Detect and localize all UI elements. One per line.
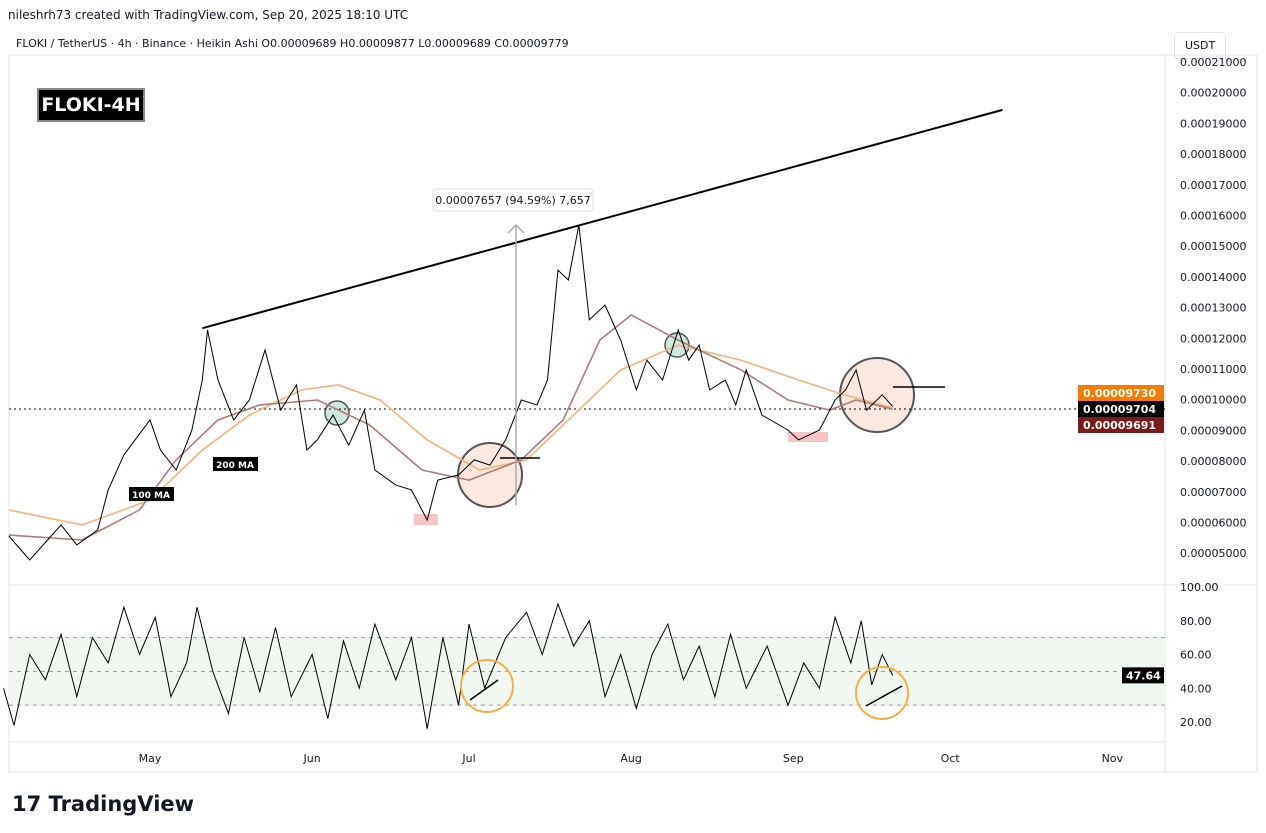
time-tick: Nov [1102, 752, 1124, 765]
rsi-line [3, 602, 894, 729]
price-tick: 0.00013000 [1180, 302, 1246, 315]
price-tick: 0.00011000 [1180, 363, 1246, 376]
price-tick: 0.00006000 [1180, 517, 1246, 530]
price-tick: 0.00016000 [1180, 210, 1246, 223]
price-tick: 0.00009000 [1180, 424, 1246, 437]
ma200-label: 200 MA [216, 461, 254, 471]
currency-button[interactable]: USDT [1174, 32, 1227, 59]
ma100-line [8, 314, 893, 541]
rsi-last-bg [1122, 667, 1164, 684]
rsi-tick: 60.00 [1180, 649, 1212, 662]
price-tick: 0.00019000 [1180, 117, 1246, 130]
price-tick: 0.00012000 [1180, 332, 1246, 345]
ma100-tag [129, 487, 174, 501]
last-price-label-bg [1078, 401, 1164, 417]
measure-arrowhead-icon [507, 223, 525, 234]
rsi-tick: 40.00 [1180, 682, 1212, 695]
rsi-highlight-circle [460, 659, 514, 713]
ma200-tag [213, 457, 258, 471]
logo-icon: 𝟭𝟳 [12, 792, 49, 816]
symbol-legend[interactable]: FLOKI / TetherUS · 4h · Binance · Heikin… [16, 37, 569, 50]
price-tick: 0.00017000 [1180, 179, 1246, 192]
time-tick: Aug [620, 752, 641, 765]
tradingview-logo: 𝟭𝟳 TradingView [12, 792, 194, 816]
plot-frame [8, 54, 1258, 773]
logo-text: TradingView [48, 792, 195, 816]
rsi-divergence-line [865, 685, 903, 707]
price-tick: 0.00010000 [1180, 394, 1246, 407]
highlight-circle [839, 357, 915, 433]
rsi-last-label: 47.64 [1126, 669, 1161, 682]
time-tick: Oct [941, 752, 961, 765]
measure-box [432, 188, 594, 212]
ma200-line [8, 344, 893, 526]
credit-text: nileshrh73 created with TradingView.com,… [8, 8, 409, 22]
price-tick: 0.00015000 [1180, 240, 1246, 253]
price-tick: 0.00005000 [1180, 547, 1246, 560]
highlight-circle [457, 442, 523, 508]
measure-label: 0.00007657 (94.59%) 7,657 [435, 194, 591, 207]
ma100-price-label-bg [1078, 417, 1164, 433]
rsi-divergence-line [469, 679, 499, 701]
price-tick: 0.00021000 [1180, 56, 1246, 69]
rsi-highlight-circle [855, 666, 909, 720]
rsi-tick: 20.00 [1180, 716, 1212, 729]
time-tick: May [139, 752, 162, 765]
time-tick: Sep [783, 752, 804, 765]
time-tick: Jun [303, 752, 321, 765]
price-line [8, 224, 894, 561]
support-marker [414, 514, 438, 525]
price-tick: 0.00014000 [1180, 271, 1246, 284]
ma200-price-label-bg [1078, 385, 1164, 401]
rsi-tick: 100.00 [1180, 581, 1219, 594]
ma100-label: 100 MA [132, 491, 170, 501]
ma100-price-label: 0.00009691 [1083, 419, 1156, 432]
price-tick: 0.00008000 [1180, 455, 1246, 468]
support-marker [788, 432, 828, 442]
rsi-tick: 80.00 [1180, 615, 1212, 628]
last-price-label: 0.00009704 [1083, 403, 1156, 416]
ma200-price-label: 0.00009730 [1083, 387, 1156, 400]
price-tick: 0.00018000 [1180, 148, 1246, 161]
symbol-badge: FLOKI-4H [37, 88, 145, 122]
price-tick: 0.00007000 [1180, 486, 1246, 499]
price-tick: 0.00020000 [1180, 87, 1246, 100]
time-tick: Jul [461, 752, 475, 765]
trend-line [202, 108, 1003, 330]
